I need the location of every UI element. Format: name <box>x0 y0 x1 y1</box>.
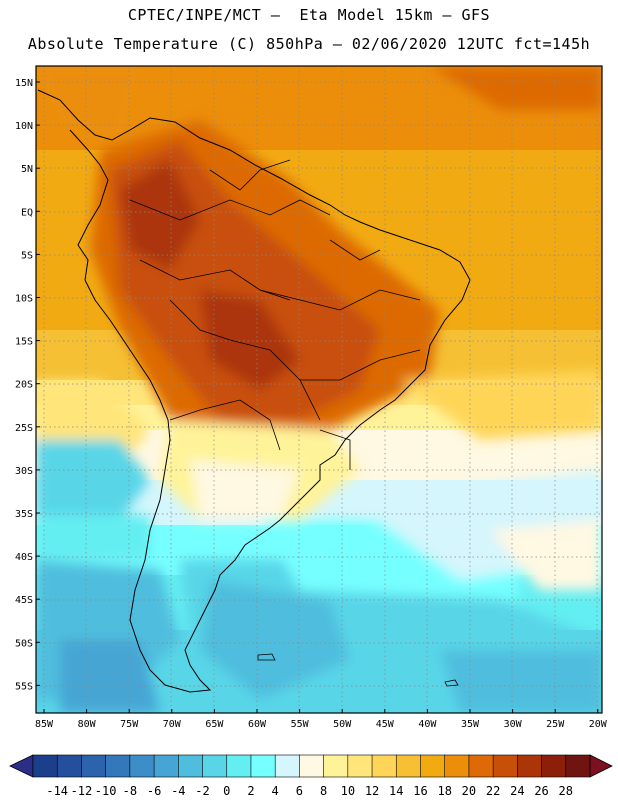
colorbar-swatch <box>129 754 155 778</box>
lat-label: 5N <box>21 164 33 175</box>
lat-label: 50S <box>15 638 33 649</box>
map-title-line2: Absolute Temperature (C) 850hPa – 02/06/… <box>27 35 591 53</box>
colorbar-swatch <box>274 754 300 778</box>
colorbar-swatch <box>517 754 543 778</box>
colorbar-swatch <box>299 754 325 778</box>
lon-label: 40W <box>418 719 437 730</box>
colorbar-tick-label: 14 <box>389 784 403 798</box>
colorbar-tick-label: 10 <box>341 784 355 798</box>
colorbar-swatch <box>395 754 422 778</box>
lat-label: 25S <box>15 423 33 434</box>
colorbar-swatch <box>444 754 470 778</box>
lon-label: 60W <box>248 719 267 730</box>
colorbar-swatch <box>323 754 349 778</box>
lat-label: 35S <box>15 509 33 520</box>
lon-label: 35W <box>461 719 480 730</box>
colorbar-swatch <box>81 754 107 778</box>
lon-label: 85W <box>35 719 54 730</box>
colorbar-tick-label: 26 <box>534 784 548 798</box>
lat-label: 55S <box>15 681 33 692</box>
lat-label: 40S <box>15 552 33 563</box>
colorbar-swatch <box>371 754 397 778</box>
colorbar-tick-label: 12 <box>365 784 379 798</box>
colorbar-tick-label: 18 <box>437 784 451 798</box>
map-title-line1: CPTEC/INPE/MCT – Eta Model 15km – GFS <box>127 6 491 24</box>
colorbar-swatch <box>250 754 276 778</box>
colorbar-tick-label: -2 <box>195 784 209 798</box>
colorbar-right-arrow <box>589 754 613 778</box>
colorbar-tick-label: 8 <box>320 784 327 798</box>
lat-label: 15S <box>15 337 33 348</box>
lon-label: 65W <box>205 719 224 730</box>
colorbar-swatch <box>32 754 58 778</box>
colorbar-tick-label: -12 <box>71 784 93 798</box>
lat-label: 15N <box>15 78 33 89</box>
colorbar-swatch <box>105 754 131 778</box>
colorbar-swatch <box>492 754 518 778</box>
colorbar-tick-label: 6 <box>296 784 303 798</box>
colorbar-swatch <box>565 754 591 778</box>
lon-label: 45W <box>376 719 395 730</box>
lat-label: 45S <box>15 595 33 606</box>
colorbar-swatch <box>178 754 204 778</box>
lon-label: 25W <box>546 719 565 730</box>
country-borders <box>129 159 421 470</box>
colorbar-left-arrow <box>9 754 34 778</box>
lon-label: 80W <box>78 719 97 730</box>
colorbar-swatch <box>56 754 83 778</box>
colorbar <box>9 754 613 778</box>
colorbar-swatch <box>347 754 373 778</box>
map-frame <box>35 65 603 714</box>
colorbar-tick-label: 28 <box>559 784 573 798</box>
lat-label: 30S <box>15 466 33 477</box>
lon-label: 55W <box>291 719 310 730</box>
colorbar-swatch <box>226 754 252 778</box>
lon-label: 75W <box>120 719 139 730</box>
lat-label: EQ <box>21 207 33 218</box>
lat-label: 10N <box>15 121 33 132</box>
lat-label: 5S <box>21 250 33 261</box>
colorbar-tick-label: 0 <box>223 784 230 798</box>
lon-label: 30W <box>504 719 523 730</box>
latitude-labels: 15N 10N 5N EQ 5S 10S 15S 20S 25S 30S 35S 40S 45S 50S 5… <box>15 78 40 692</box>
colorbar-tick-label: -6 <box>147 784 161 798</box>
longitude-labels: 85W 80W 75W 70W 65W 60W 55W 50W 45W 40W 35W 30W 25W 2… <box>35 709 608 730</box>
colorbar-swatch <box>153 754 179 778</box>
lat-label: 10S <box>15 294 33 305</box>
colorbar-swatch <box>468 754 494 778</box>
colorbar-swatch <box>202 754 228 778</box>
colorbar-tick-label: 2 <box>247 784 254 798</box>
colorbar-tick-label: -4 <box>171 784 185 798</box>
colorbar-tick-label: 16 <box>413 784 427 798</box>
colorbar-tick-label: 4 <box>272 784 279 798</box>
colorbar-tick-label: -8 <box>123 784 137 798</box>
temperature-field <box>36 66 602 713</box>
colorbar-tick-label: -10 <box>95 784 117 798</box>
colorbar-tick-label: 24 <box>510 784 524 798</box>
colorbar-swatch <box>541 754 567 778</box>
colorbar-tick-label: 20 <box>462 784 476 798</box>
lon-label: 70W <box>163 719 182 730</box>
south-america-coastline <box>37 89 471 693</box>
colorbar-swatch <box>420 754 446 778</box>
lat-label: 20S <box>15 380 33 391</box>
lon-label: 20W <box>589 719 608 730</box>
lon-label: 50W <box>333 719 352 730</box>
colorbar-tick-label: -14 <box>46 784 68 798</box>
colorbar-tick-labels: -14 -12 -10 -8 -6 -4 -2 0 2 4 6 8 10 12 14 16 18 20 22 24 26… <box>46 784 573 798</box>
colorbar-tick-label: 22 <box>486 784 500 798</box>
